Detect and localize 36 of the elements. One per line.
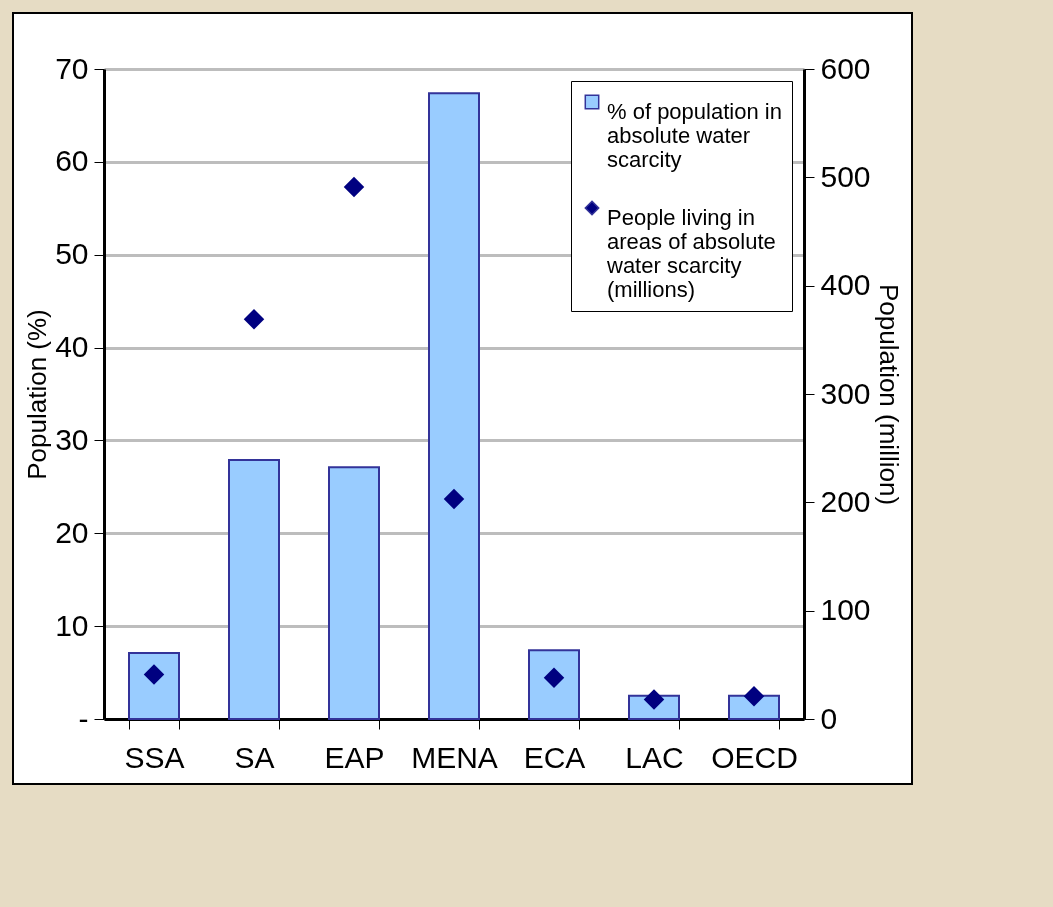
y-tick-label: 40 <box>55 330 89 364</box>
bar <box>128 652 180 720</box>
y2-tick-label: 500 <box>820 159 871 193</box>
y-axis-title: Population (%) <box>22 309 53 480</box>
bar <box>728 694 780 720</box>
x-tick-label: EAP <box>324 740 385 774</box>
bar <box>528 649 580 720</box>
y2-tick-label: 300 <box>820 376 871 410</box>
bar <box>328 466 380 720</box>
y-tick-label: - <box>78 701 89 735</box>
bar <box>228 458 280 720</box>
y-tick-label: 20 <box>55 515 89 549</box>
legend-label: % of population in absolute water scarcity <box>607 99 782 172</box>
y-tick-label: 50 <box>55 237 89 271</box>
x-tick-label: SA <box>234 740 275 774</box>
x-tick-label: LAC <box>625 740 684 774</box>
bar <box>428 92 480 720</box>
x-tick-label: MENA <box>411 740 498 774</box>
point <box>343 176 365 198</box>
point <box>243 309 265 330</box>
y2-tick-label: 400 <box>820 268 871 302</box>
x-tick-label: SSA <box>124 740 185 774</box>
y2-tick-label: 600 <box>820 51 871 85</box>
y-tick-label: 60 <box>55 144 89 178</box>
y2-tick-label: 200 <box>820 484 871 518</box>
y2-tick-label: 100 <box>820 593 871 627</box>
point <box>443 488 465 510</box>
legend-label: People living in areas of absolute water scarcity (millions) <box>606 205 776 302</box>
x-tick-label: OECD <box>711 740 798 774</box>
y2-tick-label: 0 <box>820 701 838 735</box>
y-tick-label: 30 <box>55 422 89 456</box>
point <box>143 664 165 685</box>
y2-axis-title: Population (million) <box>873 283 904 506</box>
y-tick-label: 10 <box>55 608 89 642</box>
y-tick-label: 70 <box>55 51 89 85</box>
x-tick-label: ECA <box>523 740 586 774</box>
